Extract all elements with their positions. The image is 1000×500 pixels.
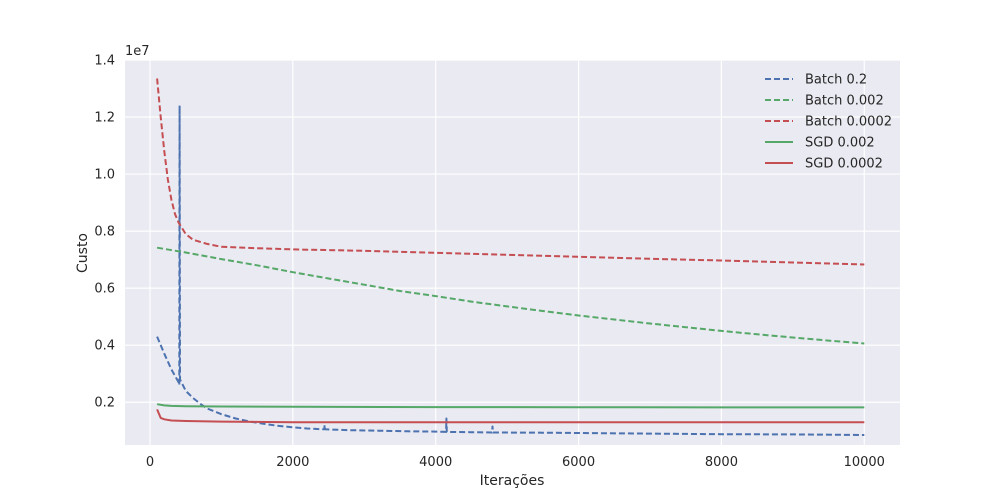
y-axis-ticks: 0.2 0.4 0.6 0.8 1.0 1.2 1.4: [94, 54, 115, 411]
series-line-3: [156, 78, 865, 266]
x-axis-ticks: 0 2000 4000 6000 8000 10000: [146, 455, 885, 470]
y-multiplier-label: 1e7: [125, 44, 150, 59]
legend-label: Batch 0.2: [805, 73, 867, 88]
y-tick-label: 1.2: [94, 111, 115, 126]
x-tick-label: 10000: [844, 455, 885, 470]
legend-label: SGD 0.0002: [805, 157, 883, 172]
x-axis-label: Iterações: [480, 473, 545, 489]
y-tick-label: 0.6: [94, 282, 115, 297]
series-line-5: [156, 409, 865, 424]
legend-label: SGD 0.002: [805, 136, 875, 151]
x-tick-label: 2000: [276, 455, 309, 470]
y-tick-label: 1.0: [94, 168, 115, 183]
x-tick-label: 0: [146, 455, 154, 470]
legend: Batch 0.2 Batch 0.002 Batch 0.0002 SGD 0.00…: [765, 73, 892, 172]
series-line-4: [156, 403, 865, 409]
x-tick-label: 6000: [562, 455, 595, 470]
y-tick-label: 1.4: [94, 54, 115, 69]
y-tick-label: 0.8: [94, 225, 115, 240]
plot-area: [125, 60, 900, 445]
series-line-1: [156, 104, 865, 436]
legend-label: Batch 0.0002: [805, 115, 892, 130]
grid-lines: [125, 59, 900, 445]
x-tick-label: 8000: [705, 455, 738, 470]
series-line-2: [156, 246, 865, 345]
y-axis-label: Custo: [75, 233, 91, 273]
x-tick-label: 4000: [419, 455, 452, 470]
series-lines: [156, 78, 865, 436]
y-tick-label: 0.4: [94, 339, 115, 354]
legend-label: Batch 0.002: [805, 94, 884, 109]
y-tick-label: 0.2: [94, 396, 115, 411]
